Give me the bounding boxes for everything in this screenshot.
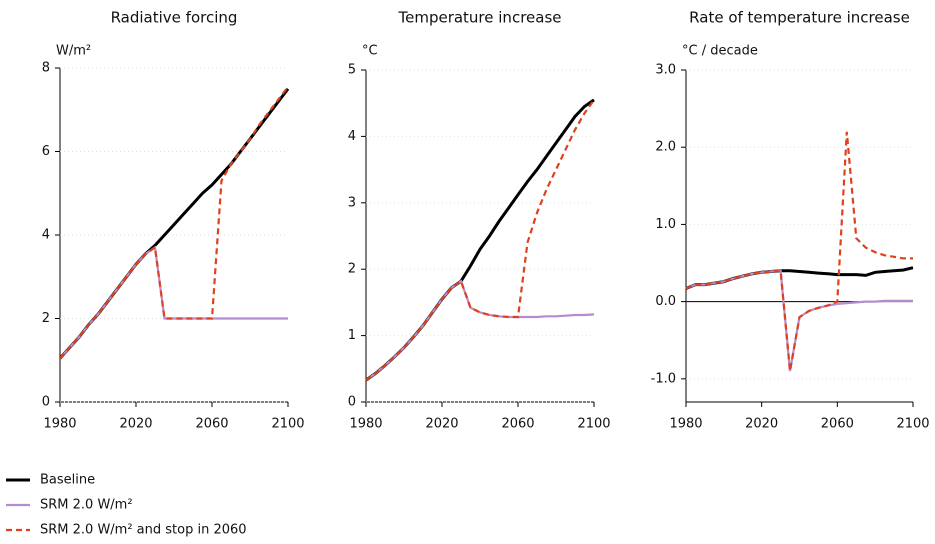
y-axis-unit: °C / decade	[682, 44, 758, 59]
y-axis-unit: °C	[362, 44, 378, 59]
panel-title: Temperature increase	[397, 9, 561, 27]
y-axis-unit: W/m²	[56, 44, 91, 59]
x-tick-label: 2020	[425, 417, 458, 432]
y-tick-label: 0	[42, 395, 50, 410]
y-tick-label: 2	[348, 262, 356, 277]
x-tick-label: 2100	[577, 417, 610, 432]
y-tick-label: 5	[348, 63, 356, 78]
y-tick-label: -1.0	[651, 371, 676, 386]
series-line	[685, 131, 913, 372]
x-tick-label: 1980	[43, 417, 76, 432]
series-line	[685, 266, 914, 290]
y-tick-label: 4	[348, 129, 356, 144]
panel-title: Rate of temperature increase	[689, 9, 910, 27]
y-tick-label: 0.0	[655, 294, 676, 309]
x-tick-label: 2060	[821, 417, 854, 432]
y-tick-label: 8	[42, 61, 50, 76]
y-tick-label: 1.0	[655, 217, 676, 232]
x-tick-label: 2100	[896, 417, 929, 432]
x-tick-label: 2060	[501, 417, 534, 432]
y-tick-label: 2	[42, 311, 50, 326]
y-tick-label: 2.0	[655, 140, 676, 155]
series-line	[59, 245, 288, 359]
y-tick-label: 0	[348, 395, 356, 410]
series-line	[365, 99, 595, 381]
x-tick-label: 2020	[119, 417, 152, 432]
y-tick-label: 3	[348, 195, 356, 210]
y-tick-label: 3.0	[655, 63, 676, 78]
x-tick-label: 2060	[195, 417, 228, 432]
legend-label: SRM 2.0 W/m² and stop in 2060	[40, 523, 247, 538]
series-line	[59, 86, 289, 359]
x-tick-label: 2020	[745, 417, 778, 432]
y-tick-label: 1	[348, 328, 356, 343]
series-line	[685, 269, 913, 372]
x-tick-label: 1980	[349, 417, 382, 432]
series-line	[365, 98, 595, 382]
x-tick-label: 1980	[669, 417, 702, 432]
panel-title: Radiative forcing	[111, 9, 238, 27]
legend-label: SRM 2.0 W/m²	[40, 498, 133, 513]
x-tick-label: 2100	[271, 417, 304, 432]
series-line	[365, 279, 595, 381]
legend-label: Baseline	[40, 473, 95, 488]
y-tick-label: 4	[42, 228, 50, 243]
y-tick-label: 6	[42, 144, 50, 159]
